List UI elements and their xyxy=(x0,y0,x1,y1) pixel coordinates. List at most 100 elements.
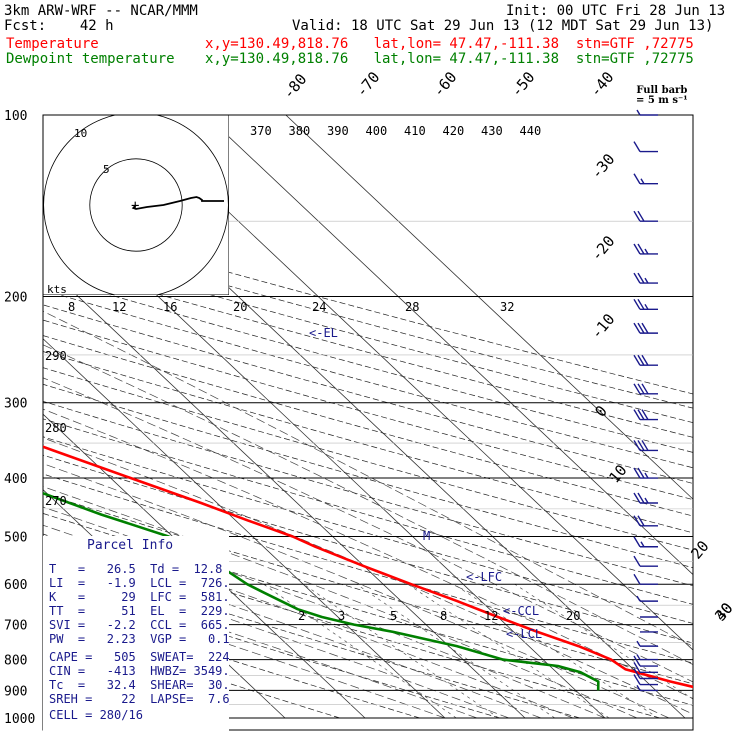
forecast-hour: Fcst: 42 h xyxy=(4,18,114,34)
isotherm-line xyxy=(43,262,526,719)
wind-barb-full xyxy=(637,272,645,284)
temperature-axis-label: -70 xyxy=(352,68,383,100)
init-time: Init: 00 UTC Fri 28 Jun 13 xyxy=(506,3,726,19)
temperature-axis-label: -80 xyxy=(279,70,310,102)
mixing-ratio-label: 16 xyxy=(163,300,177,314)
wind-barb xyxy=(633,210,658,222)
wind-barb-full xyxy=(637,440,645,451)
hodograph-ring-label: 15 xyxy=(45,91,58,104)
temperature-axis-label: 20 xyxy=(687,537,712,562)
barb-scale-line1: Full barb xyxy=(636,85,688,96)
parcel-row: TT = 51 EL = 229. xyxy=(49,604,230,618)
mixing-ratio-line xyxy=(514,583,693,700)
wind-barb xyxy=(633,141,658,153)
level-marker-label: <-CCL xyxy=(503,604,539,618)
temperature-axis-label: 0 xyxy=(591,402,611,420)
pressure-label: 1000 xyxy=(4,712,35,727)
pressure-label: 700 xyxy=(4,619,27,634)
parcel-row: Tc = 32.4 SHEAR= 30. xyxy=(49,678,230,692)
wind-barb xyxy=(633,674,658,686)
wind-barb-full xyxy=(633,573,641,585)
barb-scale-line2: = 5 m s⁻¹ xyxy=(636,95,688,106)
wind-barb-full xyxy=(633,354,641,366)
wind-barb-full xyxy=(637,409,645,420)
wind-barb xyxy=(633,655,658,667)
theta-label: 420 xyxy=(443,124,465,138)
level-marker-label: <-EL xyxy=(309,326,338,340)
wind-barb-full xyxy=(633,322,641,334)
dry-adiabat-label: 270 xyxy=(45,494,67,508)
dry-adiabat-label: 280 xyxy=(45,421,67,435)
wind-barb-full xyxy=(633,655,641,667)
theta-label: 440 xyxy=(520,124,542,138)
isotherm-line xyxy=(43,338,446,719)
theta-label: 390 xyxy=(327,124,349,138)
mixing-ratio-label: 3 xyxy=(338,609,345,623)
wind-barb-full xyxy=(633,243,641,255)
theta-label: 430 xyxy=(481,124,503,138)
pressure-label: 500 xyxy=(4,530,27,545)
pressure-label: 900 xyxy=(4,684,27,699)
wind-barb-full xyxy=(633,674,641,685)
mixing-ratio-label: 20 xyxy=(233,300,247,314)
wind-barb xyxy=(636,595,658,602)
legend-dewpoint: Dewpoint temperature xyxy=(6,51,175,67)
wind-barb-full xyxy=(641,322,649,334)
wind-barb xyxy=(633,555,658,567)
hodograph-units-label: kts xyxy=(47,283,67,296)
wind-barb xyxy=(633,467,658,479)
isotherm-line xyxy=(205,115,693,576)
wind-barb-full xyxy=(641,354,649,366)
parcel-row: SVI = -2.2 CCL = 665. xyxy=(49,618,230,632)
parcel-info-panel: Parcel Info T = 26.5 Td = 12.8 LI = -1.9… xyxy=(43,536,230,736)
mixing-ratio-line xyxy=(356,583,555,719)
location-info-red: x,y=130.49,818.76 lat,lon= 47.47,-111.38… xyxy=(205,36,694,52)
wind-barb-full xyxy=(637,243,645,255)
wind-barb-half xyxy=(644,303,649,310)
valid-time: Valid: 18 UTC Sat 29 Jun 13 (12 MDT Sat … xyxy=(292,18,714,34)
mixing-ratio-label: 2 xyxy=(298,609,305,623)
temperature-axis-label: 40 xyxy=(711,599,736,624)
wind-barb-full xyxy=(633,173,641,185)
wind-barb xyxy=(633,536,658,548)
wind-barb-half xyxy=(640,178,645,185)
wind-barb-full xyxy=(641,383,649,395)
wind-barb xyxy=(633,383,658,395)
wind-barb-full xyxy=(633,210,641,222)
wind-barb-full xyxy=(637,467,645,479)
wind-barb xyxy=(633,243,658,255)
wind-barb-full xyxy=(633,141,641,152)
wind-barb-half xyxy=(636,685,641,691)
wind-barb xyxy=(633,173,658,185)
temperature-axis-label: -10 xyxy=(587,310,618,342)
mixing-ratio-label: 12 xyxy=(484,609,498,623)
parcel-row: T = 26.5 Td = 12.8 xyxy=(49,562,223,576)
isotherm-line xyxy=(285,115,693,500)
wind-barb-half xyxy=(636,595,641,602)
wind-barb-full xyxy=(633,440,641,451)
wind-barb-full xyxy=(633,515,641,527)
theta-label: 400 xyxy=(366,124,388,138)
wind-barb-full xyxy=(633,668,641,679)
hodograph-ring-label: 5 xyxy=(103,163,110,176)
wind-barb-half xyxy=(644,497,649,504)
wind-barb xyxy=(633,492,658,504)
legend-temperature: Temperature xyxy=(6,36,99,52)
temperature-axis-label: -30 xyxy=(587,150,618,182)
parcel-row: CELL = 280/16 xyxy=(49,708,143,722)
level-marker-label: <-LCL xyxy=(506,627,542,641)
mixing-ratio-label: 12 xyxy=(112,300,126,314)
wind-barb xyxy=(633,661,658,674)
parcel-row: CIN = -413 HWBZ= 3549. xyxy=(49,664,230,678)
wind-barb xyxy=(633,668,658,680)
wind-barb-full xyxy=(637,515,645,527)
wind-barb xyxy=(633,354,658,366)
wind-barb-half xyxy=(636,654,641,660)
pressure-label: 600 xyxy=(4,578,27,593)
wind-barb-half xyxy=(636,109,641,116)
pressure-label: 800 xyxy=(4,654,27,669)
mixing-ratio-label: 5 xyxy=(390,609,397,623)
parcel-row: PW = 2.23 VGP = 0.1 xyxy=(49,632,230,646)
theta-label: 370 xyxy=(250,124,272,138)
location-info-green: x,y=130.49,818.76 lat,lon= 47.47,-111.38… xyxy=(205,51,694,67)
